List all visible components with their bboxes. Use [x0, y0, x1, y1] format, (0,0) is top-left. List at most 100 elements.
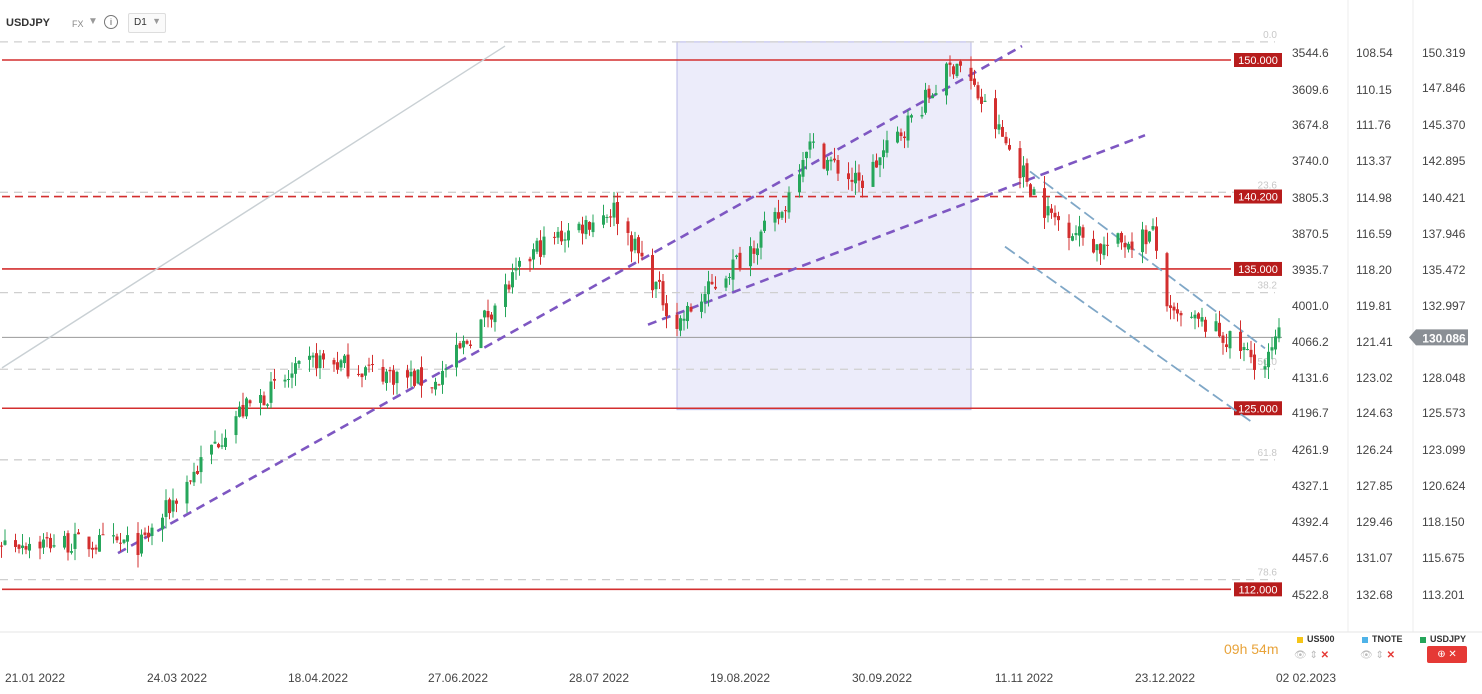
candle-body-235: [1106, 244, 1109, 246]
candle-body-270: [1277, 327, 1281, 339]
candle-body-22: [66, 533, 70, 553]
main-axis-tick-9: 125.573: [1422, 406, 1466, 420]
legend-controls-1[interactable]: 👁 ⇕ ✕: [1360, 650, 1395, 661]
main-axis-tick-5: 137.946: [1422, 227, 1466, 241]
candle-body-53: [217, 444, 220, 448]
candle-body-168: [780, 212, 784, 218]
secondary-axis-2-tick-9: 123.02: [1356, 371, 1393, 385]
secondary-axis-2-tick-14: 131.07: [1356, 551, 1393, 565]
candle-body-240: [1130, 241, 1134, 250]
candle-body-200: [934, 93, 938, 95]
eye-icon[interactable]: 👁: [1360, 650, 1376, 661]
candle-body-121: [553, 236, 556, 238]
candle-body-126: [577, 223, 581, 231]
close-icon[interactable]: ✕: [1320, 650, 1330, 661]
candle-body-176: [822, 143, 826, 169]
candle-body-37: [140, 534, 143, 554]
candle-body-222: [1046, 206, 1050, 216]
candle-body-44: [171, 500, 175, 512]
main-axis-tick-4: 140.421: [1422, 191, 1466, 205]
secondary-axis-1-tick-8: 4066.2: [1292, 335, 1329, 349]
level-tag-3: [1234, 401, 1282, 416]
time-axis-tick-2: 18.04.2022: [288, 671, 348, 685]
candle-body-269: [1274, 336, 1277, 350]
candle-body-36: [136, 532, 140, 556]
candle-body-89: [392, 370, 395, 385]
close-icon[interactable]: ✕: [1386, 650, 1396, 661]
candle-body-35: [126, 535, 129, 542]
legend-controls-0[interactable]: 👁 ⇕ ✕: [1294, 650, 1329, 661]
legend-active-controls[interactable]: ⊕ ✕: [1427, 646, 1467, 663]
secondary-axis-2-tick-5: 116.59: [1356, 227, 1392, 241]
candle-body-146: [675, 314, 679, 329]
support-trend-line: [117, 44, 1023, 555]
candle-body-202: [948, 62, 952, 65]
candle-body-195: [910, 115, 913, 118]
candle-body-260: [1228, 331, 1232, 349]
candle-body-11: [14, 540, 17, 547]
candle-body-174: [808, 141, 812, 150]
reorder-icon[interactable]: ⇕: [1375, 650, 1387, 661]
main-axis-tick-12: 118.150: [1422, 515, 1465, 529]
candle-body-185: [861, 180, 864, 188]
fib-label-5: 78.6: [1258, 568, 1278, 579]
candle-body-179: [833, 158, 836, 161]
level-tag-label-2: 135.000: [1238, 264, 1278, 276]
candle-countdown: 09h 54m: [1224, 641, 1279, 657]
candle-body-28: [94, 547, 98, 550]
secondary-axis-1-tick-14: 4457.6: [1292, 551, 1329, 565]
candle-body-34: [122, 539, 126, 543]
candle-body-204: [955, 63, 959, 76]
candle-body-157: [728, 276, 731, 278]
legend-item-us500[interactable]: US500: [1297, 634, 1335, 644]
candle-body-56: [234, 416, 238, 436]
candle-body-230: [1081, 227, 1085, 238]
candle-body-214: [1004, 136, 1008, 144]
symbol-dropdown-icon[interactable]: ▼: [88, 16, 98, 27]
candle-body-257: [1218, 322, 1221, 337]
candle-body-241: [1141, 229, 1144, 253]
candle-body-265: [1253, 354, 1256, 370]
candle-body-244: [1151, 226, 1155, 230]
candle-body-197: [924, 89, 927, 113]
candle-body-217: [1022, 165, 1025, 178]
candle-body-218: [1025, 163, 1029, 182]
candle-body-90: [395, 371, 399, 384]
secondary-axis-2-tick-4: 114.98: [1356, 191, 1392, 205]
fib-label-2: 38.2: [1258, 281, 1278, 292]
candle-body-192: [899, 132, 903, 137]
market-label: FX: [72, 19, 84, 29]
secondary-axis-2-tick-11: 126.24: [1356, 443, 1393, 457]
candle-body-213: [1001, 126, 1004, 137]
candle-body-171: [798, 174, 801, 193]
eye-icon[interactable]: 👁: [1294, 650, 1310, 661]
candle-body-249: [1176, 309, 1179, 314]
secondary-axis-1-tick-12: 4327.1: [1292, 479, 1329, 493]
symbol-label[interactable]: USDJPY: [6, 17, 51, 29]
candle-body-224: [1053, 212, 1057, 218]
candle-body-137: [630, 235, 633, 252]
legend-item-tnote[interactable]: TNOTE: [1362, 634, 1403, 644]
candle-body-116: [528, 258, 532, 262]
main-axis-tick-7: 132.997: [1422, 299, 1466, 313]
candle-body-175: [812, 141, 815, 143]
candle-body-239: [1127, 243, 1130, 250]
candle-body-267: [1267, 351, 1270, 368]
candle-body-131: [602, 215, 605, 225]
info-icon[interactable]: i: [104, 15, 118, 29]
candle-body-193: [903, 136, 906, 139]
secondary-axis-2-tick-10: 124.63: [1356, 406, 1393, 420]
candle-body-107: [483, 310, 486, 318]
candle-body-129: [588, 221, 591, 230]
candle-body-262: [1242, 347, 1246, 351]
candle-body-245: [1155, 226, 1158, 251]
candle-body-264: [1249, 349, 1253, 358]
candle-body-144: [661, 281, 665, 306]
candle-body-139: [637, 237, 640, 254]
reorder-icon[interactable]: ⇕: [1309, 650, 1321, 661]
timeframe-select[interactable]: D1 ▼: [128, 13, 166, 33]
candle-body-57: [238, 406, 241, 417]
level-tag-label-4: 112.000: [1239, 584, 1278, 596]
legend-item-usdjpy[interactable]: USDJPY: [1420, 634, 1466, 644]
